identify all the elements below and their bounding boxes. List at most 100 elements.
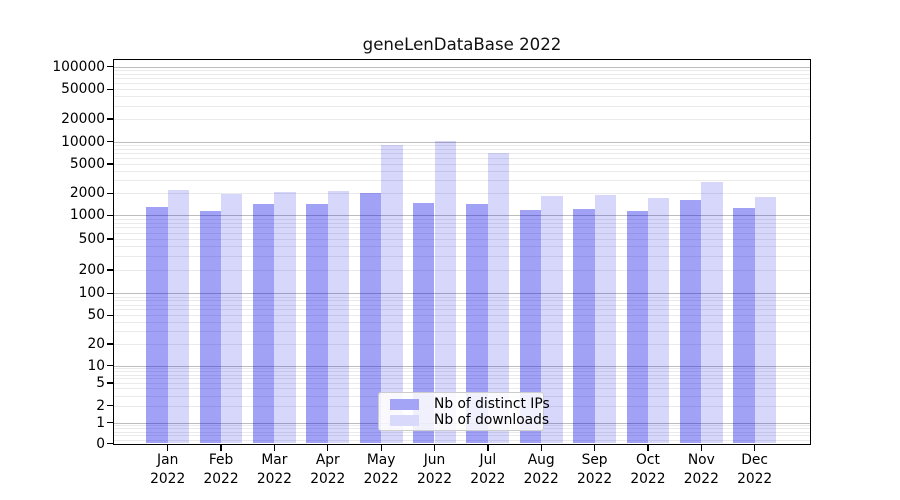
x-tick-year: 2022 [150, 470, 186, 487]
bar-nb-of-downloads-may [381, 144, 403, 444]
x-tick-year: 2022 [310, 470, 346, 487]
bar-nb-of-downloads-sep [594, 194, 616, 444]
gridline [114, 218, 810, 220]
x-tick-mark [754, 445, 756, 451]
bar-nb-of-downloads-jun [434, 141, 456, 444]
x-tick-label-feb: Feb 2022 [191, 451, 251, 488]
legend: Nb of distinct IPs Nb of downloads [378, 392, 550, 431]
bar-nb-of-downloads-jul [487, 152, 510, 444]
spine-right [810, 58, 812, 445]
y-tick-label-500: 500 [78, 230, 105, 247]
x-tick-mark [433, 445, 436, 451]
gridline [114, 431, 810, 433]
gridline [114, 157, 810, 159]
y-tick-mark [106, 343, 113, 345]
gridline [114, 343, 810, 345]
bar-nb-of-distinct-ips-jul [466, 204, 488, 444]
x-tick-mark [487, 445, 489, 451]
spine-left [112, 58, 114, 445]
x-tick-label-mar: Mar 2022 [244, 451, 304, 488]
x-tick-mark [647, 445, 649, 451]
y-tick-mark [106, 382, 113, 384]
x-tick-month: Feb [208, 452, 234, 468]
gridline [114, 382, 810, 384]
x-tick-year: 2022 [470, 470, 506, 487]
x-tick-label-aug: Aug 2022 [511, 451, 571, 488]
x-tick-month: Mar [261, 452, 288, 468]
gridline [114, 322, 810, 324]
gridline [114, 368, 810, 370]
x-tick-month: Oct [636, 452, 660, 468]
y-tick-mark [106, 314, 113, 316]
y-tick-label-100: 100 [78, 285, 105, 302]
gridline [114, 232, 810, 234]
y-tick-mark [106, 163, 113, 165]
x-tick-label-may: May 2022 [351, 451, 411, 488]
bar-nb-of-downloads-aug [541, 196, 563, 444]
gridline [114, 331, 810, 333]
gridline [114, 66, 810, 68]
y-tick-label-50000: 50000 [61, 81, 105, 98]
x-tick-mark [273, 445, 276, 451]
x-tick-year: 2022 [416, 470, 453, 487]
y-tick-mark [106, 422, 113, 424]
y-tick-label-10: 10 [87, 357, 105, 374]
bar-nb-of-distinct-ips-may [359, 192, 382, 444]
bar-nb-of-distinct-ips-jun [413, 202, 435, 444]
y-tick-mark [106, 66, 113, 68]
x-tick-month: Nov [687, 452, 715, 468]
legend-item-downloads: Nb of downloads [390, 412, 549, 428]
y-tick-label-20000: 20000 [61, 110, 105, 127]
bar-nb-of-distinct-ips-mar [253, 203, 275, 444]
y-tick-mark [106, 238, 113, 240]
gridline [114, 371, 810, 373]
bar-nb-of-downloads-oct [647, 197, 670, 444]
bar-nb-of-distinct-ips-feb [199, 210, 222, 444]
bar-nb-of-distinct-ips-nov [679, 200, 702, 444]
x-tick-label-nov: Nov 2022 [671, 451, 731, 488]
y-tick-mark [106, 192, 113, 194]
y-tick-label-1: 1 [96, 414, 105, 431]
legend-label-distinct-ips: Nb of distinct IPs [434, 396, 550, 412]
gridline [114, 365, 810, 367]
gridline [114, 222, 810, 224]
gridline [114, 215, 810, 217]
y-tick-label-10000: 10000 [61, 133, 105, 150]
x-tick-mark [220, 445, 222, 451]
gridline [114, 89, 810, 91]
y-tick-label-5000: 5000 [69, 155, 105, 172]
gridline [114, 152, 810, 154]
x-tick-month: Sep [581, 452, 608, 468]
bar-nb-of-downloads-dec [754, 196, 777, 444]
x-tick-month: Jul [479, 452, 497, 468]
gridline [114, 69, 810, 71]
gridline [114, 238, 810, 240]
y-tick-mark [106, 269, 113, 271]
x-tick-month: Aug [527, 452, 555, 468]
gridline [114, 78, 810, 80]
gridline [114, 246, 810, 248]
gridline [114, 304, 810, 306]
x-tick-year: 2022 [523, 470, 559, 487]
chart-title: geneLenDataBase 2022 [362, 35, 562, 54]
x-tick-mark [593, 445, 596, 451]
gridline [114, 180, 810, 182]
y-tick-label-5: 5 [96, 374, 105, 391]
y-tick-label-2: 2 [96, 397, 105, 414]
x-tick-month: May [366, 452, 396, 468]
x-tick-year: 2022 [683, 470, 719, 487]
x-tick-mark [540, 445, 542, 451]
bar-nb-of-downloads-jan [167, 190, 190, 444]
x-tick-label-apr: Apr 2022 [298, 451, 358, 488]
y-tick-mark [106, 118, 113, 120]
gridline [114, 83, 810, 85]
gridline [114, 144, 810, 146]
gridline [114, 118, 810, 120]
x-tick-month: Jun [423, 452, 446, 468]
bar-nb-of-distinct-ips-dec [733, 208, 755, 444]
x-tick-year: 2022 [577, 470, 613, 487]
spine-top [113, 58, 811, 60]
y-tick-mark [106, 292, 113, 295]
x-tick-label-sep: Sep 2022 [565, 451, 625, 488]
